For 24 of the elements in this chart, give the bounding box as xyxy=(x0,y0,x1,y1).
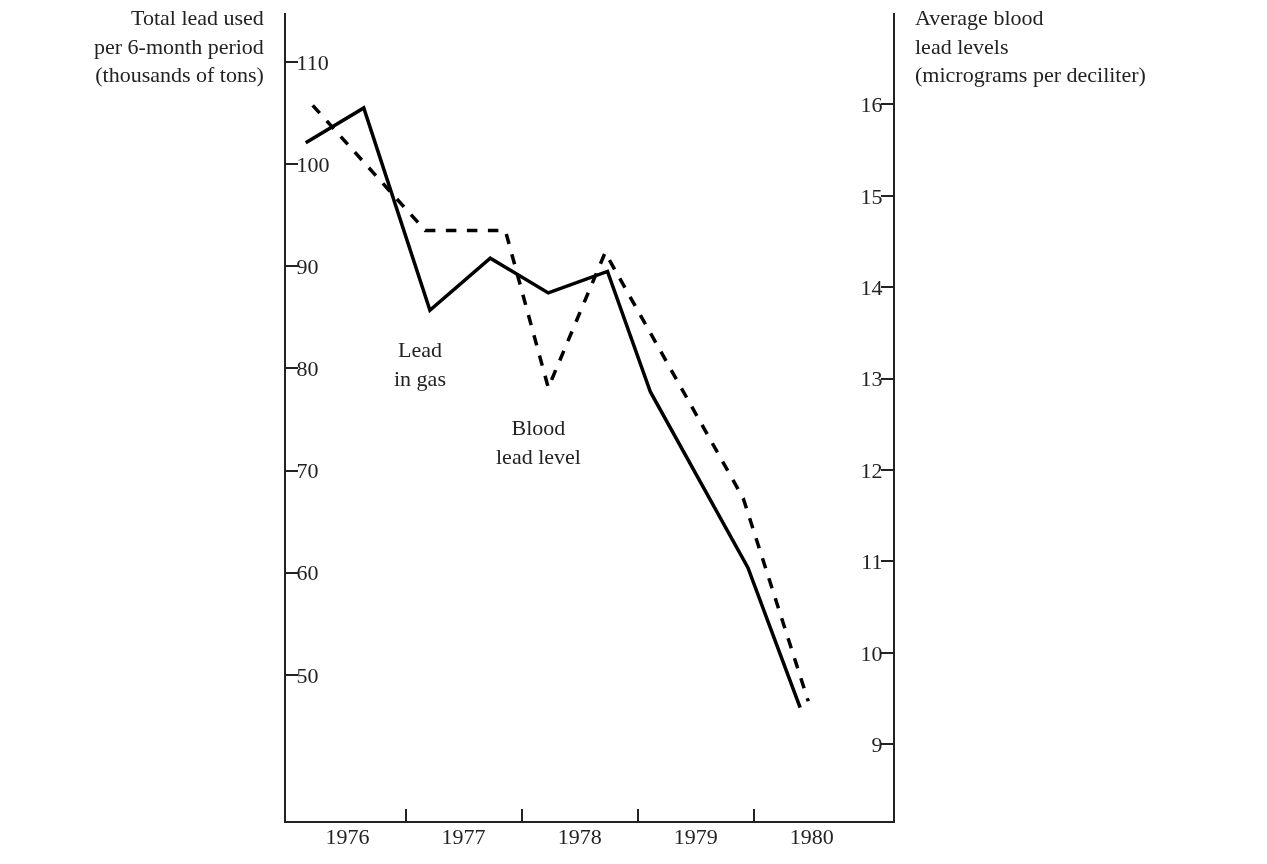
y2-tick-label: 13 xyxy=(860,366,883,392)
y2-axis-title: Average blood lead levels (micrograms per deciliter) xyxy=(915,5,1146,88)
y2-tick-label: 12 xyxy=(860,457,883,483)
x-tick-label: 1976 xyxy=(325,824,370,849)
y-tick-label: 70 xyxy=(296,458,319,484)
y2-tick-label: 11 xyxy=(861,549,883,575)
x-tick-label: 1977 xyxy=(441,824,486,849)
y2-tick-label: 16 xyxy=(860,92,883,118)
y-tick-label: 80 xyxy=(296,356,319,382)
y2-tick-label: 10 xyxy=(860,640,883,666)
y2-tick-label: 9 xyxy=(871,731,883,757)
y-tick-label: 60 xyxy=(296,560,319,586)
y-tick-label: 110 xyxy=(296,49,329,75)
y2-tick-label: 15 xyxy=(860,183,883,209)
y-tick-label: 100 xyxy=(296,151,330,177)
series-label: Lead in gas xyxy=(394,337,446,391)
y-tick-label: 50 xyxy=(296,662,319,688)
y2-tick-label: 14 xyxy=(860,274,883,300)
x-tick-label: 1978 xyxy=(557,824,602,849)
y-tick-label: 90 xyxy=(296,254,319,280)
series-label: Blood lead level xyxy=(496,415,581,469)
x-tick-label: 1979 xyxy=(673,824,718,849)
x-tick-label: 1980 xyxy=(789,824,834,849)
y-axis-title: Total lead used per 6-month period (thousands of tons) xyxy=(94,5,264,88)
